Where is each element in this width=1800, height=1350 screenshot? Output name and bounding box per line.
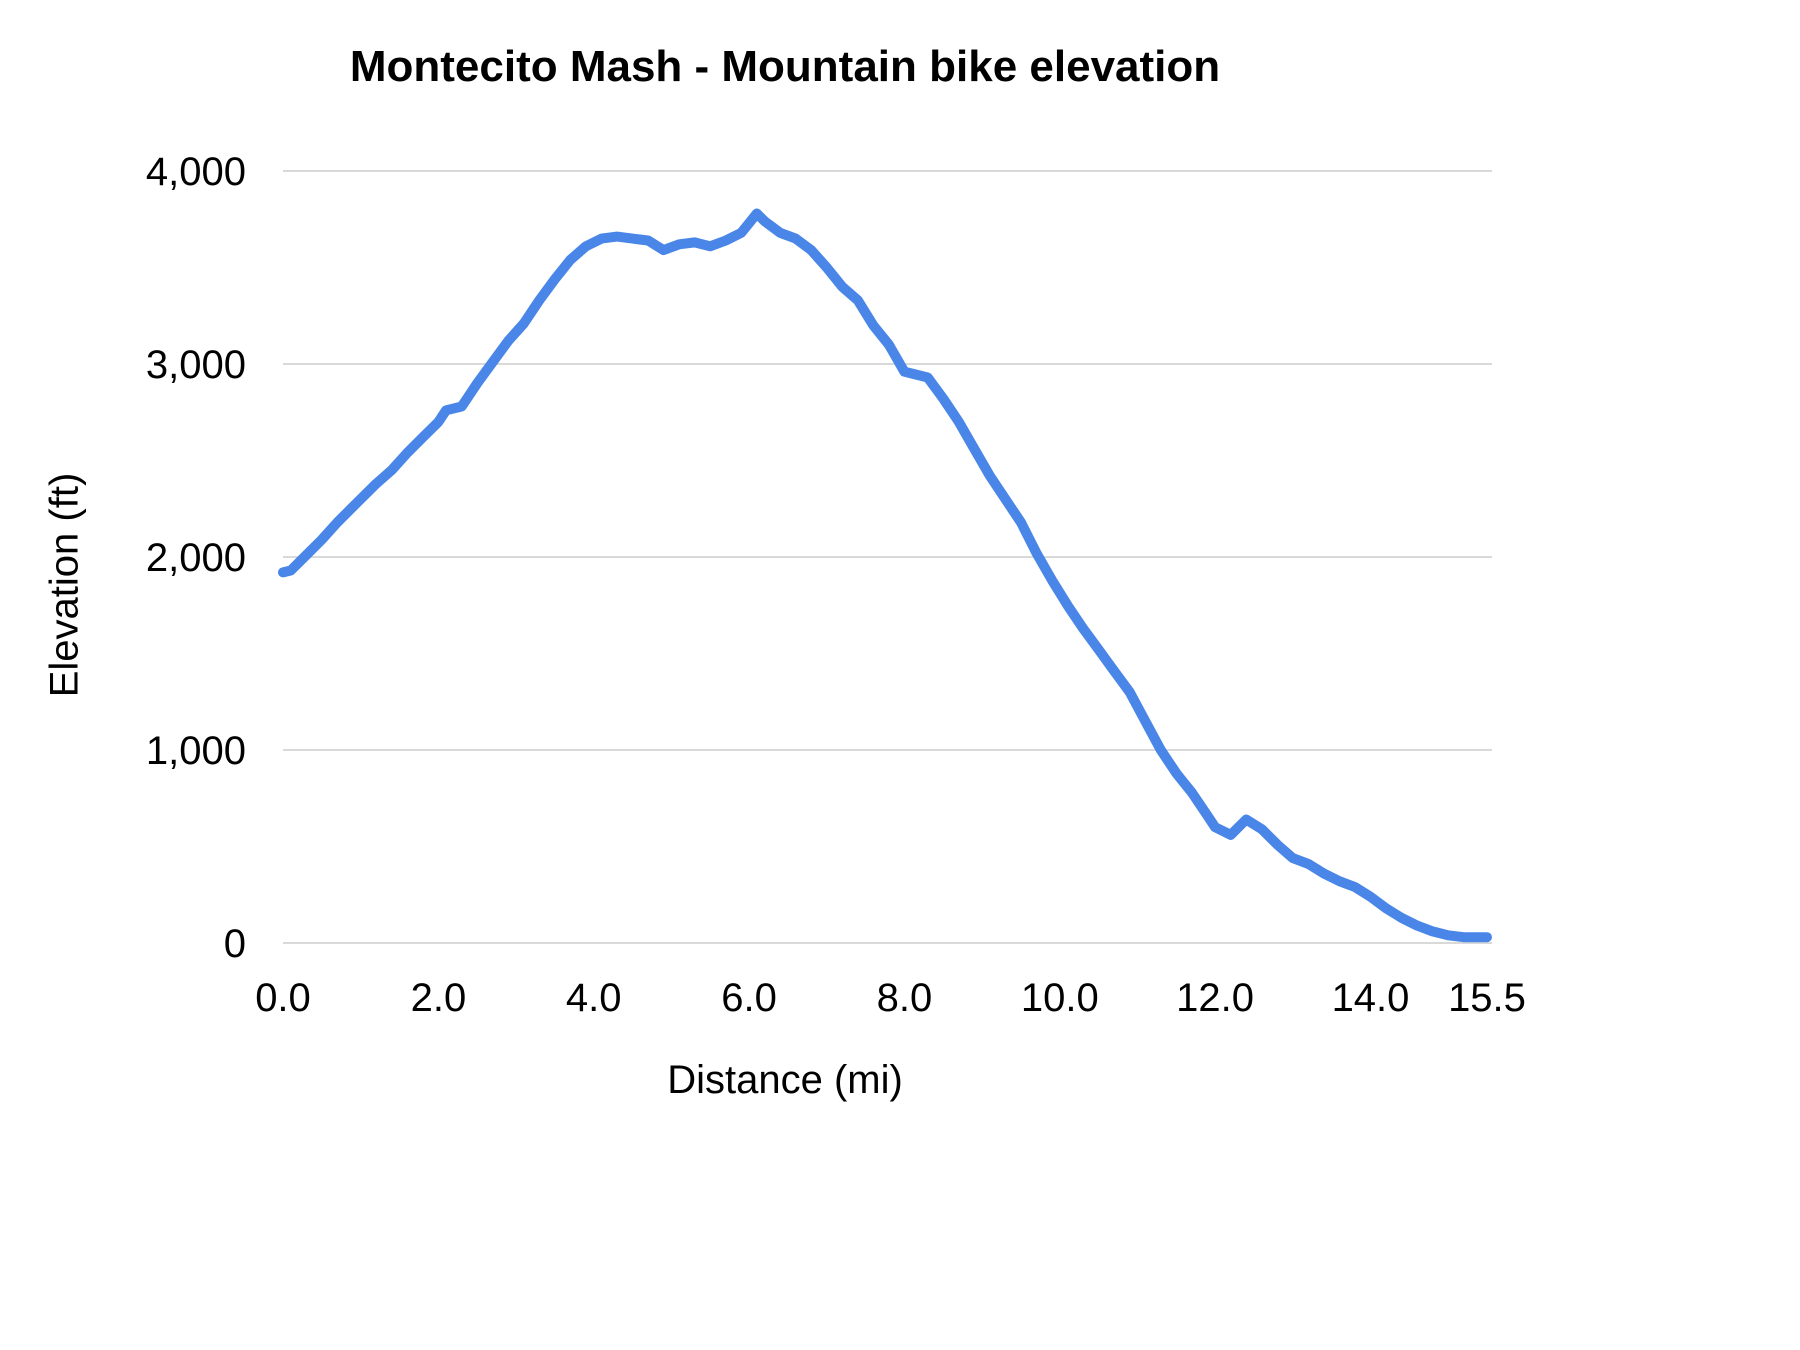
x-tick-label: 14.0 (1332, 976, 1410, 1020)
y-tick-label: 2,000 (146, 536, 246, 580)
x-tick-label: 10.0 (1021, 976, 1099, 1020)
x-tick-label: 0.0 (255, 976, 311, 1020)
x-tick-label: 12.0 (1176, 976, 1254, 1020)
x-tick-label: 6.0 (721, 976, 777, 1020)
x-axis-title: Distance (mi) (667, 1058, 903, 1102)
x-tick-label: 4.0 (566, 976, 622, 1020)
y-tick-label: 4,000 (146, 150, 246, 194)
x-tick-label: 15.5 (1448, 976, 1526, 1020)
elevation-line (278, 208, 1492, 943)
x-tick-label: 8.0 (877, 976, 933, 1020)
y-tick-label: 0 (224, 922, 246, 966)
y-tick-label: 1,000 (146, 729, 246, 773)
y-tick-label: 3,000 (146, 343, 246, 387)
x-tick-label: 2.0 (411, 976, 467, 1020)
chart-title: Montecito Mash - Mountain bike elevation (349, 42, 1221, 91)
